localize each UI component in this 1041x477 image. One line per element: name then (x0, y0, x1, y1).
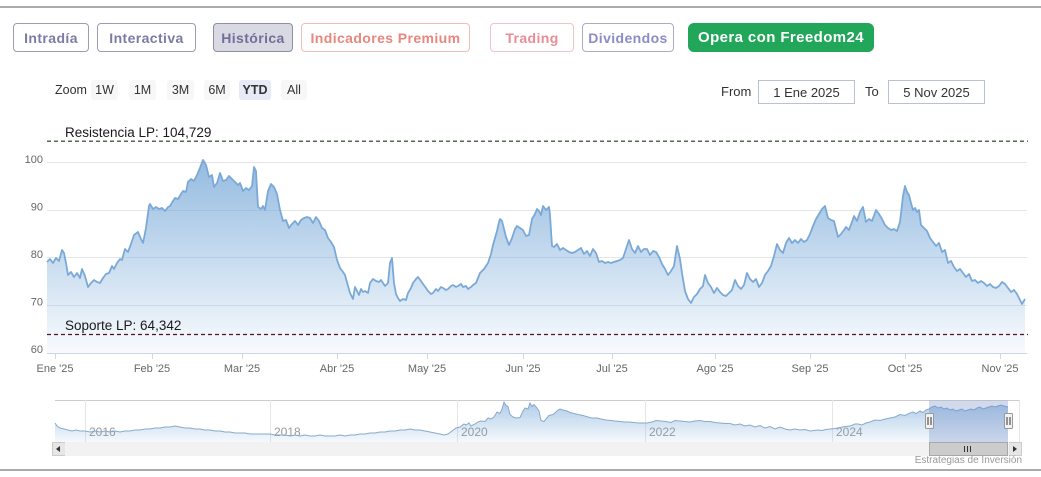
svg-text:Ago '25: Ago '25 (697, 363, 734, 375)
svg-text:Sep '25: Sep '25 (792, 363, 829, 375)
svg-text:Soporte LP: 64,342: Soporte LP: 64,342 (65, 318, 181, 333)
svg-text:80: 80 (31, 249, 43, 261)
svg-text:Estrategias de Inversión: Estrategias de Inversión (915, 455, 1022, 466)
svg-text:Resistencia LP: 104,729: Resistencia LP: 104,729 (65, 125, 211, 140)
svg-text:90: 90 (31, 202, 43, 214)
svg-text:100: 100 (25, 154, 43, 166)
svg-text:Mar '25: Mar '25 (224, 363, 260, 375)
svg-text:May '25: May '25 (408, 363, 446, 375)
svg-text:Oct '25: Oct '25 (888, 363, 923, 375)
svg-text:Jun '25: Jun '25 (505, 363, 540, 375)
svg-text:60: 60 (31, 344, 43, 356)
svg-text:Feb '25: Feb '25 (134, 363, 170, 375)
svg-text:Jul '25: Jul '25 (596, 363, 627, 375)
svg-text:70: 70 (31, 297, 43, 309)
svg-text:Ene '25: Ene '25 (37, 363, 74, 375)
svg-text:Abr '25: Abr '25 (320, 363, 355, 375)
svg-text:Nov '25: Nov '25 (982, 363, 1019, 375)
